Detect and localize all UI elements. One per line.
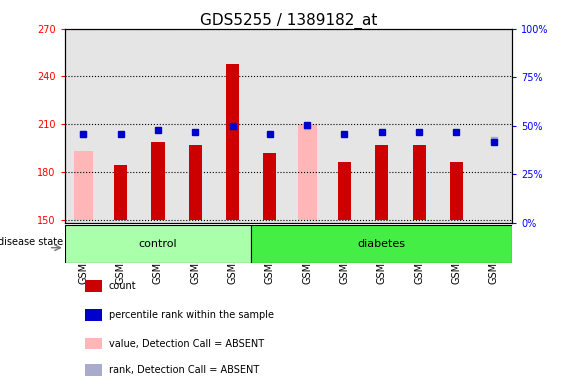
Bar xyxy=(413,145,426,220)
Bar xyxy=(289,29,326,223)
Bar xyxy=(214,29,251,223)
Text: percentile rank within the sample: percentile rank within the sample xyxy=(109,310,274,320)
Bar xyxy=(438,29,475,223)
Bar xyxy=(475,29,512,223)
Bar xyxy=(85,309,102,321)
Bar xyxy=(151,142,164,220)
Bar xyxy=(263,153,276,220)
Bar xyxy=(376,145,388,220)
Bar xyxy=(65,29,102,223)
Bar xyxy=(85,280,102,292)
Bar xyxy=(65,225,251,263)
Text: count: count xyxy=(109,281,137,291)
Text: diabetes: diabetes xyxy=(358,239,406,249)
Bar xyxy=(251,29,288,223)
Bar xyxy=(114,166,127,220)
Text: disease state: disease state xyxy=(0,237,64,247)
Text: value, Detection Call = ABSENT: value, Detection Call = ABSENT xyxy=(109,339,264,349)
Bar xyxy=(298,124,316,220)
Bar xyxy=(251,225,512,263)
Bar xyxy=(450,162,463,220)
Text: rank, Detection Call = ABSENT: rank, Detection Call = ABSENT xyxy=(109,365,259,375)
Bar xyxy=(102,29,139,223)
Text: control: control xyxy=(138,239,177,249)
Bar xyxy=(85,338,102,349)
Bar xyxy=(85,364,102,376)
Bar xyxy=(400,29,438,223)
Bar xyxy=(74,151,93,220)
Bar xyxy=(338,162,351,220)
Bar xyxy=(189,145,202,220)
Title: GDS5255 / 1389182_at: GDS5255 / 1389182_at xyxy=(200,13,377,29)
Bar xyxy=(326,29,363,223)
Bar xyxy=(363,29,400,223)
Bar xyxy=(140,29,177,223)
Bar xyxy=(177,29,214,223)
Bar xyxy=(226,64,239,220)
